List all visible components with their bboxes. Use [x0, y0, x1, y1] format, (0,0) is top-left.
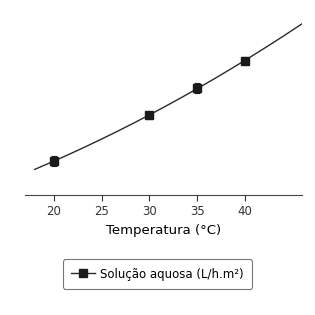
X-axis label: Temperatura (°C): Temperatura (°C): [106, 224, 221, 237]
Legend: Solução aquosa (L/h.m²): Solução aquosa (L/h.m²): [63, 259, 252, 289]
